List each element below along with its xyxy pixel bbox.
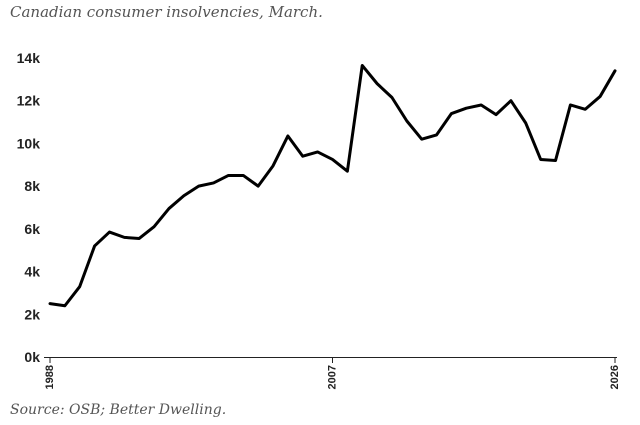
x-tick-label: 2007 <box>326 365 338 389</box>
y-tick-label: 14k <box>17 50 41 66</box>
y-tick-label: 2k <box>24 306 40 322</box>
x-tick-label: 1988 <box>44 365 56 389</box>
source-note: Source: OSB; Better Dwelling. <box>10 402 227 418</box>
x-tick-label: 2026 <box>609 365 621 389</box>
y-tick-label: 8k <box>24 178 40 194</box>
series-line <box>48 63 617 308</box>
y-tick-label: 6k <box>24 221 40 237</box>
y-tick-label: 0k <box>24 349 40 365</box>
y-tick-label: 10k <box>17 135 41 151</box>
y-tick-label: 12k <box>17 93 41 109</box>
x-axis: 1988 2007 2026 <box>44 357 621 389</box>
plot-area <box>48 63 617 308</box>
y-tick-label: 4k <box>24 264 40 280</box>
y-axis: 0k 2k 4k 6k 8k 10k 12k 14k <box>17 50 41 365</box>
chart-title: Canadian consumer insolvencies, March. <box>10 3 323 21</box>
